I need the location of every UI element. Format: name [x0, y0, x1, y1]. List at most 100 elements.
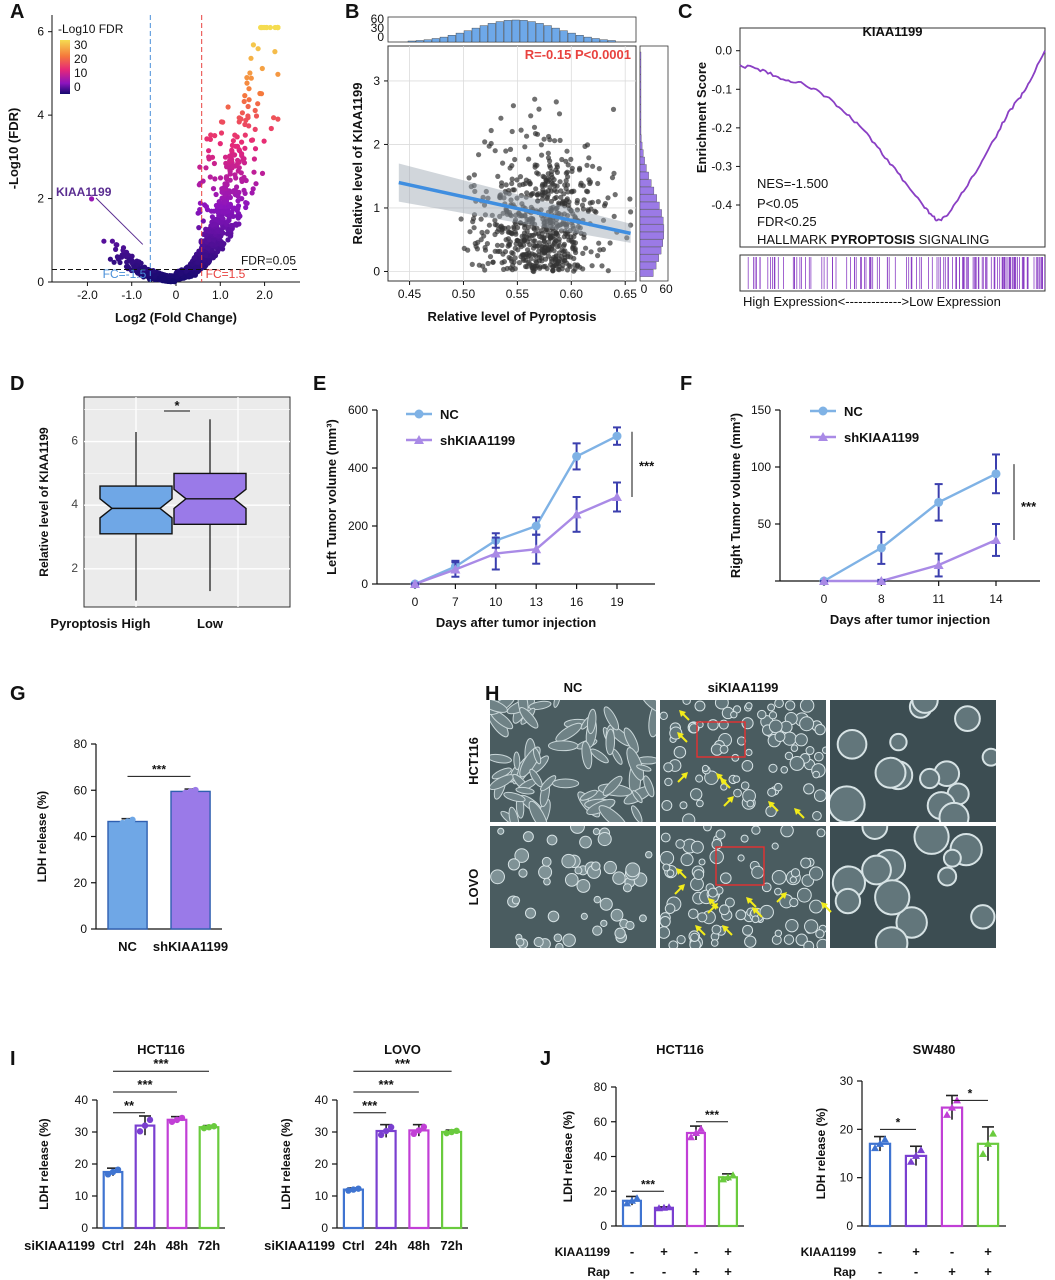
- scatter-point: [522, 225, 528, 231]
- volcano-point: [221, 185, 227, 191]
- cell-shape: [731, 753, 740, 762]
- cell-shape: [641, 700, 656, 713]
- x-tick-label: 7: [452, 595, 459, 609]
- cell-shape: [714, 700, 729, 710]
- cell-shape: [682, 813, 696, 822]
- x-tick-label: 0.65: [614, 287, 638, 301]
- series-line: [823, 472, 997, 583]
- scatter-point: [554, 162, 560, 168]
- cell-shape: [552, 778, 580, 789]
- yellow-arrow-shaft: [748, 899, 757, 908]
- cell-shape: [718, 904, 730, 916]
- kiaa1199-pointer: [95, 197, 144, 245]
- volcano-point: [240, 156, 246, 162]
- cell-shape: [586, 708, 597, 735]
- scatter-point: [516, 260, 523, 266]
- row-value: -: [694, 1244, 698, 1259]
- fdr-annotation: FDR=0.05: [241, 253, 296, 267]
- volcano-point: [217, 204, 223, 210]
- cell-shape: [740, 834, 749, 843]
- volcano-point: [275, 116, 281, 122]
- histogram-bar: [639, 246, 662, 255]
- cell-shape: [803, 940, 815, 948]
- cell-shape: [570, 826, 585, 834]
- scatter-point: [512, 266, 518, 272]
- cell-shape: [816, 938, 826, 948]
- histogram-bar: [639, 186, 655, 195]
- row-label: Rap: [833, 1265, 856, 1279]
- cell-shape: [591, 861, 601, 871]
- volcano-point: [152, 273, 158, 279]
- cell-shape: [503, 791, 526, 803]
- scatter-point: [585, 189, 591, 195]
- cell-shape: [599, 897, 613, 911]
- cell-shape: [626, 747, 645, 781]
- row-value: +: [984, 1264, 992, 1279]
- panel-letter-c: C: [678, 1, 692, 23]
- scatter-point: [531, 268, 537, 275]
- cell-shape: [745, 748, 753, 757]
- x-tick-label: 0.50: [452, 287, 476, 301]
- volcano-point: [222, 199, 228, 205]
- scatter-point: [628, 222, 634, 228]
- scatter-point: [522, 144, 528, 150]
- histogram-bar: [527, 21, 536, 43]
- cell-shape: [632, 790, 643, 804]
- zoom-region-box: [696, 721, 746, 758]
- scatter-point: [548, 262, 554, 268]
- cell-shape: [785, 918, 799, 933]
- scatter-point: [561, 234, 567, 240]
- panel-letter-f: F: [680, 373, 692, 395]
- scatter-point: [548, 256, 555, 262]
- scatter-point: [579, 202, 586, 208]
- y-tick-label: 0: [846, 1219, 853, 1233]
- x-tick-label: 0: [412, 595, 419, 609]
- volcano-point: [251, 169, 257, 175]
- box-high: [99, 485, 173, 535]
- cell-shape: [768, 719, 783, 734]
- volcano-point: [246, 86, 252, 92]
- scatter-point: [542, 249, 549, 255]
- histogram-bar: [599, 39, 608, 43]
- scatter-point: [461, 245, 467, 251]
- scatter-point: [575, 263, 581, 269]
- cell-shape: [605, 728, 616, 756]
- scatter-point: [494, 242, 501, 248]
- replicate-point: [979, 1149, 987, 1157]
- scatter-point: [531, 124, 538, 130]
- scatter-point: [509, 231, 515, 237]
- y-tick-label: 1: [373, 201, 380, 215]
- histogram-bar: [639, 194, 657, 202]
- cell-shape: [715, 829, 726, 840]
- cell-shape: [861, 826, 889, 840]
- scatter-point: [476, 152, 482, 158]
- cell-shape: [821, 746, 826, 754]
- volcano-point: [248, 75, 254, 81]
- scatter-point: [597, 247, 603, 253]
- scatter-point: [549, 169, 555, 175]
- scatter-point: [559, 199, 566, 205]
- replicate-point: [114, 1166, 122, 1173]
- row-label: Rap: [587, 1265, 610, 1279]
- volcano-point: [225, 218, 231, 224]
- enrichment-curve: [739, 50, 1046, 222]
- replicate-point: [136, 1128, 144, 1135]
- scatter-point: [486, 222, 492, 228]
- scatter-point: [564, 260, 570, 266]
- scatter-point: [568, 156, 574, 162]
- replicate-point: [345, 1187, 352, 1194]
- y-tick-label: 20: [75, 1157, 89, 1171]
- micrograph-panel: NC siKIAA1199 HCT116 LOVO: [466, 680, 996, 948]
- volcano-point: [208, 208, 215, 214]
- scatter-point: [516, 211, 522, 217]
- gsea-frame: [739, 27, 1046, 248]
- series-shkiaa1199: [819, 523, 1001, 585]
- volcano-point: [258, 91, 265, 97]
- scatter-point: [492, 248, 498, 254]
- scatter-point: [544, 196, 550, 202]
- replicate-point: [453, 1127, 460, 1135]
- bar: [408, 1129, 430, 1230]
- replicate-point: [917, 1146, 925, 1154]
- histogram-bar: [479, 25, 488, 43]
- colorbar-tick-label: 30: [74, 38, 88, 52]
